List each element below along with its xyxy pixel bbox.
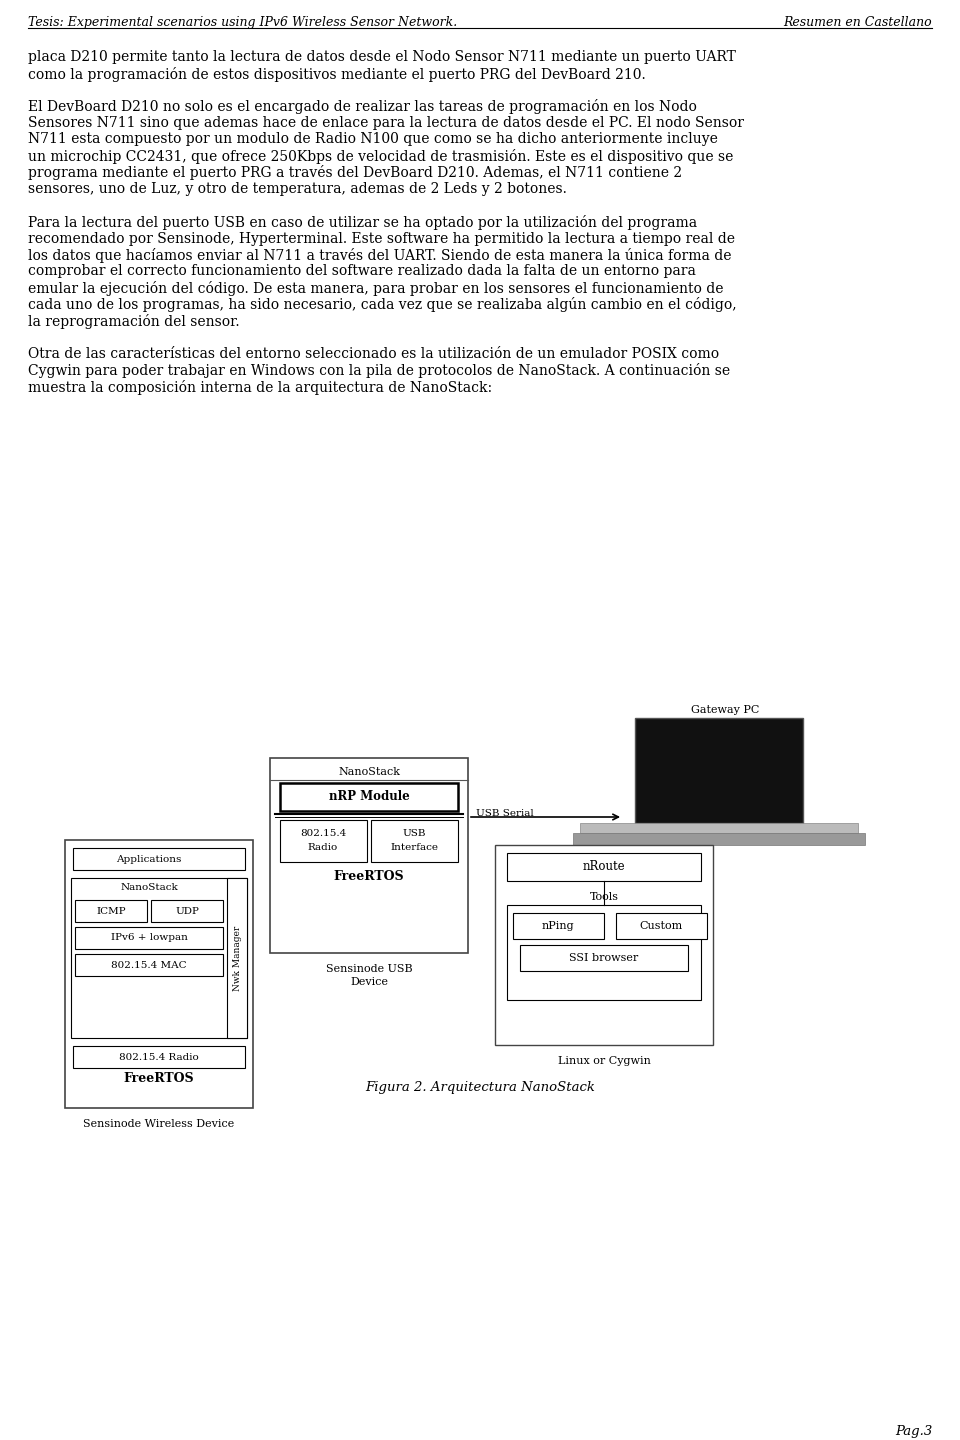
- Text: UDP: UDP: [175, 907, 199, 916]
- Bar: [507, 904, 701, 999]
- Text: Sensinode Wireless Device: Sensinode Wireless Device: [84, 1119, 234, 1129]
- Text: Resumen en Castellano: Resumen en Castellano: [783, 16, 932, 29]
- Text: nPing: nPing: [541, 922, 574, 932]
- Text: Nwk Manager: Nwk Manager: [232, 926, 242, 991]
- Text: placa D210 permite tanto la lectura de datos desde el Nodo Sensor N711 mediante : placa D210 permite tanto la lectura de d…: [28, 50, 736, 63]
- Bar: [73, 1045, 245, 1068]
- Text: El DevBoard D210 no solo es el encargado de realizar las tareas de programación : El DevBoard D210 no solo es el encargado…: [28, 99, 697, 115]
- Bar: [280, 819, 367, 863]
- Bar: [73, 848, 245, 870]
- Text: Custom: Custom: [639, 922, 683, 932]
- Bar: [573, 832, 865, 845]
- Text: programa mediante el puerto PRG a través del DevBoard D210. Ademas, el N711 cont: programa mediante el puerto PRG a través…: [28, 166, 683, 180]
- Text: Device: Device: [350, 976, 388, 986]
- Bar: [513, 913, 604, 939]
- Bar: [371, 819, 458, 863]
- Text: sensores, uno de Luz, y otro de temperatura, ademas de 2 Leds y 2 botones.: sensores, uno de Luz, y otro de temperat…: [28, 181, 566, 196]
- Text: emular la ejecución del código. De esta manera, para probar en los sensores el f: emular la ejecución del código. De esta …: [28, 281, 724, 297]
- Text: Linux or Cygwin: Linux or Cygwin: [558, 1056, 651, 1066]
- Text: 802.15.4: 802.15.4: [300, 829, 347, 838]
- Text: NanoStack: NanoStack: [120, 884, 178, 893]
- Text: 802.15.4 MAC: 802.15.4 MAC: [111, 960, 187, 969]
- Text: N711 esta compuesto por un modulo de Radio N100 que como se ha dicho anteriormen: N711 esta compuesto por un modulo de Rad…: [28, 132, 718, 147]
- Text: Gateway PC: Gateway PC: [691, 706, 759, 716]
- Text: Sensores N711 sino que ademas hace de enlace para la lectura de datos desde el P: Sensores N711 sino que ademas hace de en…: [28, 117, 744, 130]
- Bar: [507, 852, 701, 881]
- Text: Radio: Radio: [308, 844, 338, 852]
- Text: Otra de las características del entorno seleccionado es la utilización de un emu: Otra de las características del entorno …: [28, 347, 719, 361]
- Text: Figura 2. Arquitectura NanoStack: Figura 2. Arquitectura NanoStack: [365, 1080, 595, 1093]
- Bar: [227, 878, 247, 1038]
- Bar: [635, 719, 803, 824]
- Bar: [520, 945, 688, 971]
- Text: Tesis: Experimental scenarios using IPv6 Wireless Sensor Network.: Tesis: Experimental scenarios using IPv6…: [28, 16, 457, 29]
- Bar: [270, 757, 468, 953]
- Text: cada uno de los programas, ha sido necesario, cada vez que se realizaba algún ca: cada uno de los programas, ha sido neces…: [28, 298, 736, 312]
- Bar: [616, 913, 707, 939]
- Text: USB: USB: [402, 829, 425, 838]
- Text: 802.15.4 Radio: 802.15.4 Radio: [119, 1053, 199, 1061]
- Text: comprobar el correcto funcionamiento del software realizado dada la falta de un : comprobar el correcto funcionamiento del…: [28, 265, 696, 278]
- Bar: [75, 900, 147, 922]
- Bar: [71, 878, 247, 1038]
- Text: Applications: Applications: [116, 854, 181, 864]
- Text: FreeRTOS: FreeRTOS: [334, 870, 404, 883]
- Text: como la programación de estos dispositivos mediante el puerto PRG del DevBoard 2: como la programación de estos dispositiv…: [28, 66, 646, 82]
- Text: Interface: Interface: [390, 844, 438, 852]
- Text: ICMP: ICMP: [96, 907, 126, 916]
- Text: Tools: Tools: [589, 891, 618, 901]
- Bar: [280, 783, 458, 811]
- Text: USB Serial: USB Serial: [476, 809, 534, 818]
- Text: nRP Module: nRP Module: [328, 791, 409, 804]
- Bar: [495, 845, 713, 1045]
- Text: FreeRTOS: FreeRTOS: [124, 1071, 194, 1084]
- Bar: [75, 953, 223, 976]
- Text: Pag.3: Pag.3: [895, 1426, 932, 1439]
- Text: SSI browser: SSI browser: [569, 953, 638, 963]
- Bar: [580, 824, 858, 832]
- Text: IPv6 + lowpan: IPv6 + lowpan: [110, 933, 187, 943]
- Text: los datos que hacíamos enviar al N711 a través del UART. Siendo de esta manera l: los datos que hacíamos enviar al N711 a …: [28, 248, 732, 264]
- Text: recomendado por Sensinode, Hyperterminal. Este software ha permitido la lectura : recomendado por Sensinode, Hyperterminal…: [28, 232, 735, 245]
- Text: NanoStack: NanoStack: [338, 768, 400, 778]
- Text: muestra la composición interna de la arquitectura de NanoStack:: muestra la composición interna de la arq…: [28, 380, 492, 395]
- Text: Sensinode USB: Sensinode USB: [325, 963, 412, 973]
- Text: Para la lectura del puerto USB en caso de utilizar se ha optado por la utilizaci: Para la lectura del puerto USB en caso d…: [28, 215, 697, 230]
- Bar: [151, 900, 223, 922]
- Text: la reprogramación del sensor.: la reprogramación del sensor.: [28, 314, 240, 328]
- Text: Cygwin para poder trabajar en Windows con la pila de protocolos de NanoStack. A : Cygwin para poder trabajar en Windows co…: [28, 363, 731, 379]
- Bar: [75, 927, 223, 949]
- Text: un microchip CC2431, que ofrece 250Kbps de velocidad de trasmisión. Este es el d: un microchip CC2431, que ofrece 250Kbps …: [28, 148, 733, 164]
- Text: nRoute: nRoute: [583, 861, 625, 874]
- Bar: [65, 840, 253, 1107]
